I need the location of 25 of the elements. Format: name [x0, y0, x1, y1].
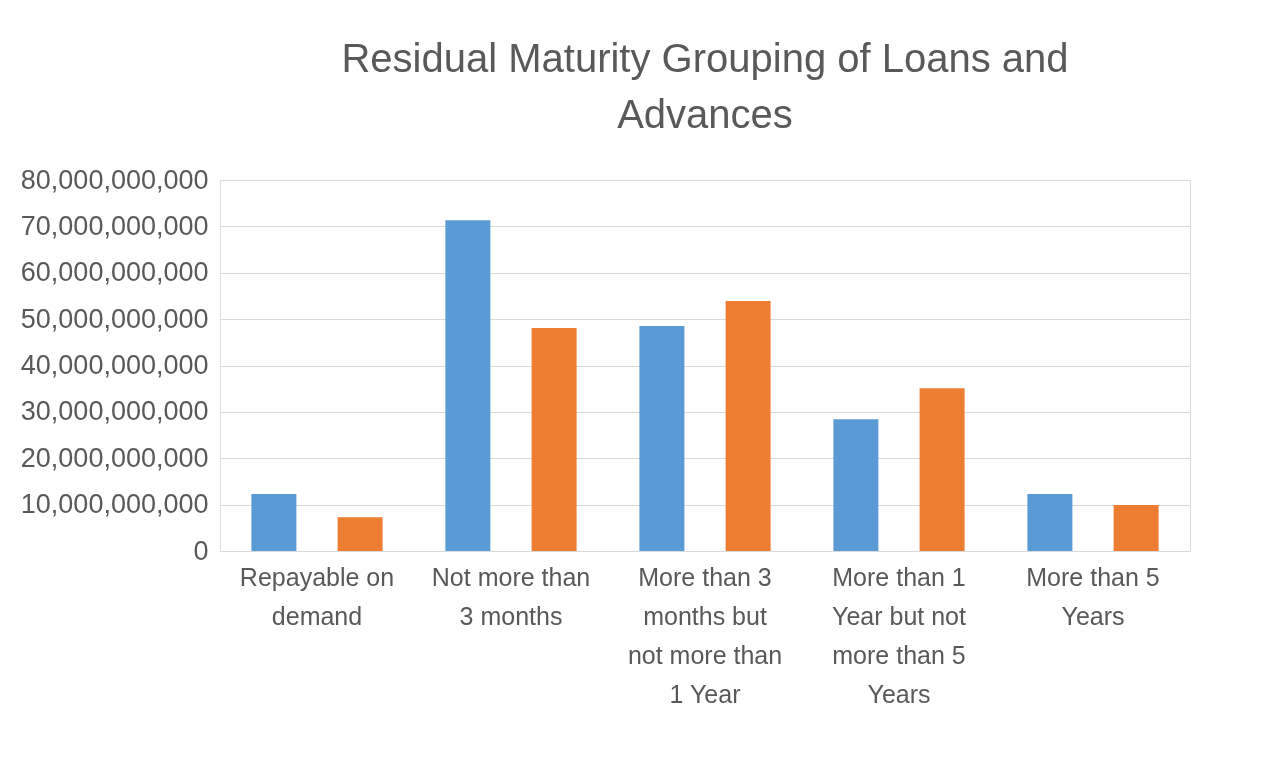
y-tick-label: 20,000,000,000	[20, 442, 209, 473]
chart-title: Residual Maturity Grouping of Loans and Advances	[341, 36, 1069, 136]
bar	[833, 419, 879, 551]
bar	[1113, 505, 1159, 551]
y-tick-label: 30,000,000,000	[20, 396, 209, 427]
y-tick-label: 50,000,000,000	[20, 303, 209, 334]
bar	[251, 493, 297, 551]
bar	[725, 301, 771, 551]
y-tick-label: 0	[193, 535, 209, 566]
bar	[445, 220, 491, 551]
bar	[1027, 493, 1073, 551]
y-tick-label: 40,000,000,000	[20, 350, 209, 380]
y-tick-label: 70,000,000,000	[20, 210, 209, 241]
x-tick-label: More than 5 Years	[1026, 562, 1160, 630]
x-tick-label: Not more than 3 months	[431, 562, 591, 630]
x-tick-label: More than 1 Year but not more than 5 Years	[832, 562, 966, 708]
x-tick-label: More than 3 months but not more than 1 Year	[627, 562, 783, 708]
bar	[919, 388, 965, 551]
bar	[337, 517, 383, 551]
bar	[531, 327, 577, 551]
y-tick-label: 80,000,000,000	[20, 164, 209, 195]
y-tick-label: 10,000,000,000	[20, 489, 209, 520]
bar	[639, 326, 685, 551]
x-tick-label: Repayable on demand	[239, 562, 395, 630]
y-tick-label: 60,000,000,000	[20, 257, 209, 288]
